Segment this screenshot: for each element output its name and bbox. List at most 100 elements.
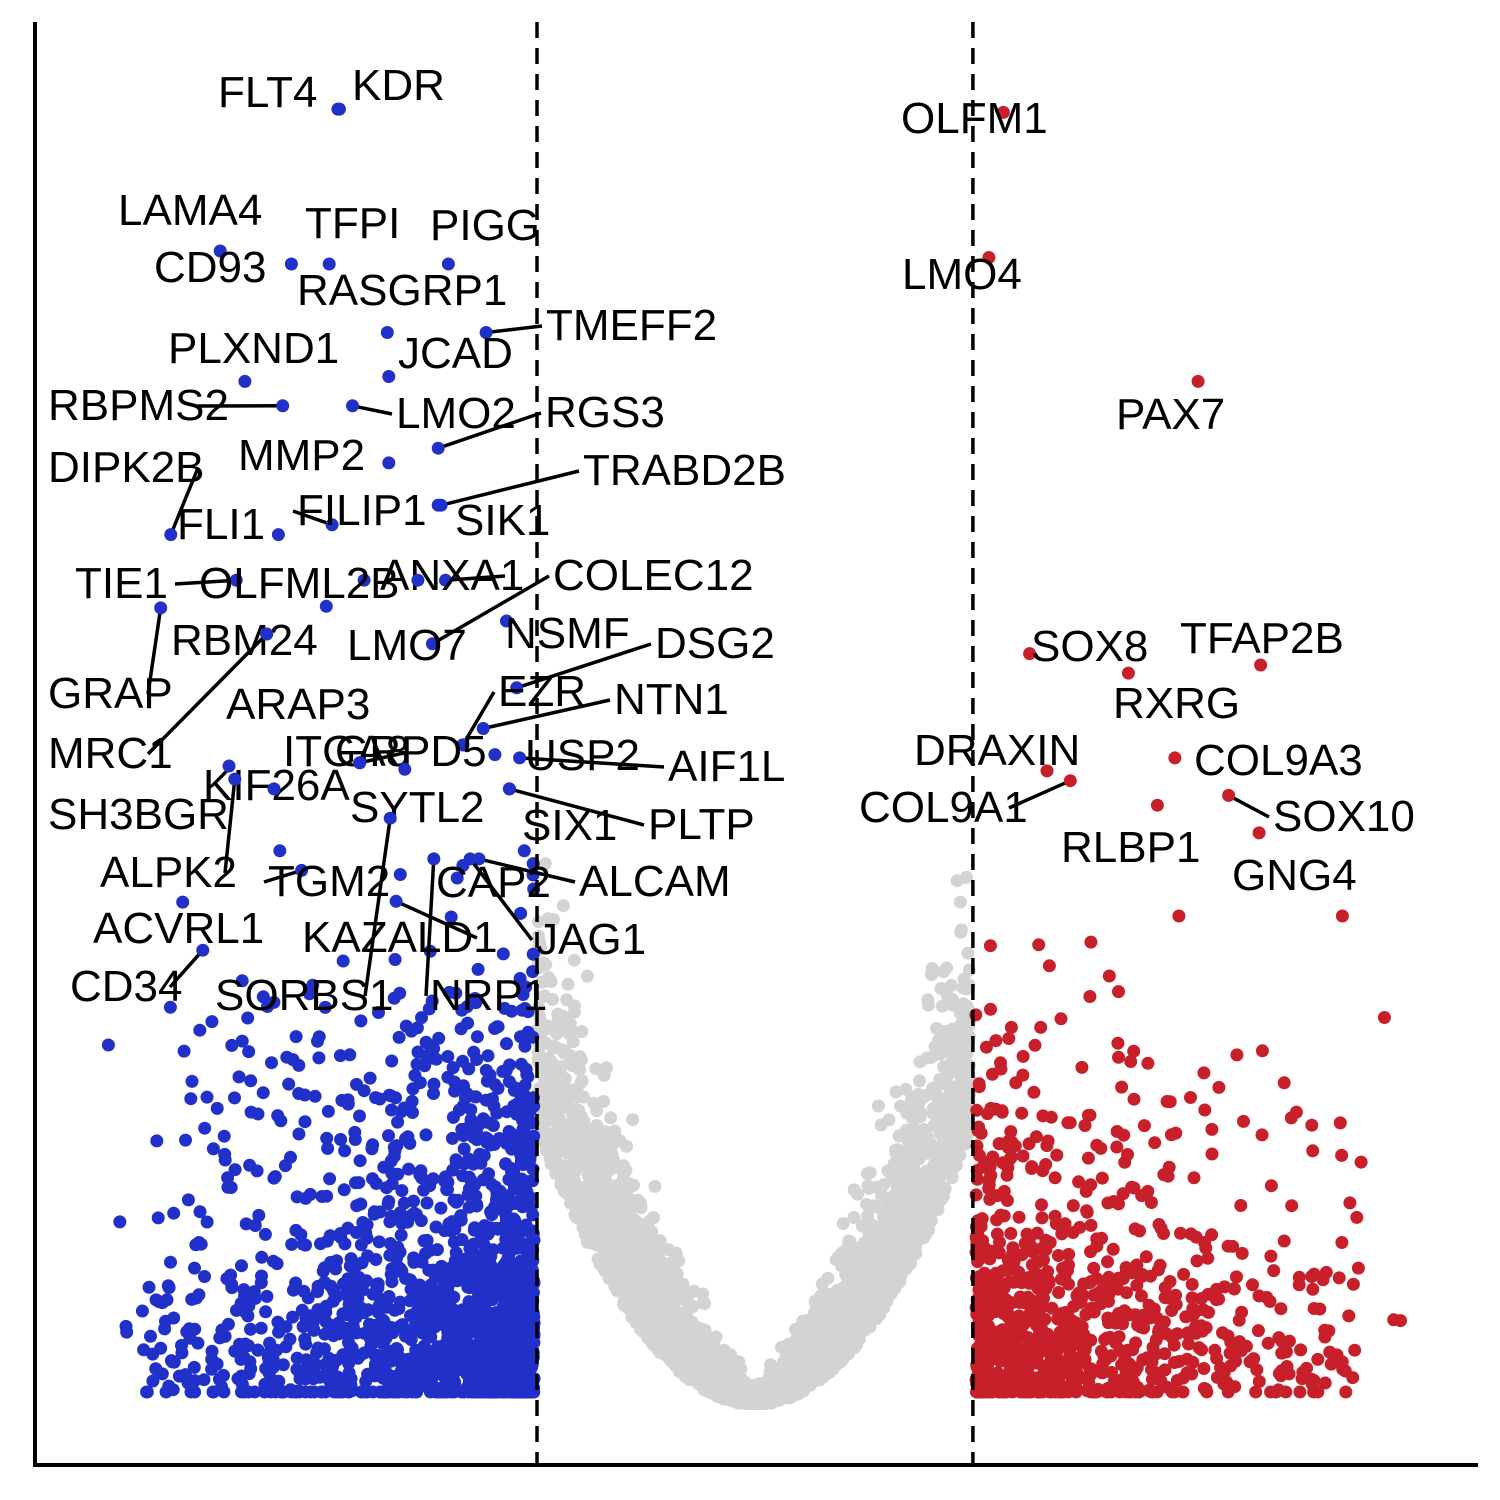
data-point bbox=[1075, 1060, 1089, 1074]
data-point bbox=[500, 1037, 513, 1051]
data-point bbox=[210, 1101, 224, 1115]
data-point bbox=[1277, 1076, 1291, 1090]
data-point bbox=[575, 1025, 589, 1038]
data-point bbox=[486, 1119, 500, 1132]
data-point bbox=[373, 1092, 387, 1106]
data-point bbox=[908, 1214, 922, 1228]
data-point bbox=[953, 1112, 967, 1126]
data-point bbox=[488, 1078, 502, 1092]
data-point bbox=[539, 1036, 553, 1050]
data-point bbox=[698, 1297, 712, 1310]
data-point bbox=[142, 1280, 156, 1294]
data-point bbox=[1035, 1198, 1048, 1212]
data-point bbox=[468, 1382, 482, 1396]
data-point bbox=[483, 1256, 497, 1270]
data-point bbox=[933, 1047, 947, 1061]
data-point bbox=[941, 1106, 955, 1120]
data-point bbox=[562, 1027, 576, 1040]
data-point bbox=[276, 1358, 290, 1372]
data-point bbox=[206, 1142, 220, 1156]
data-point bbox=[144, 1329, 157, 1343]
data-point bbox=[1110, 1140, 1124, 1154]
data-point bbox=[1260, 1290, 1274, 1304]
data-point bbox=[392, 1030, 406, 1044]
data-point bbox=[385, 1103, 398, 1117]
data-point bbox=[262, 1355, 276, 1368]
data-point bbox=[420, 1196, 434, 1210]
data-point bbox=[409, 1382, 423, 1396]
data-point bbox=[319, 1368, 332, 1381]
data-point bbox=[645, 1275, 659, 1289]
data-point bbox=[634, 1201, 648, 1215]
data-point bbox=[408, 1068, 422, 1082]
data-point bbox=[517, 1237, 531, 1251]
data-point bbox=[1209, 1293, 1223, 1307]
data-point bbox=[572, 1116, 586, 1130]
data-point bbox=[842, 1258, 856, 1272]
data-point bbox=[324, 1321, 338, 1335]
data-point bbox=[192, 1236, 206, 1249]
data-point bbox=[984, 1101, 998, 1115]
data-point bbox=[399, 1356, 413, 1370]
data-point bbox=[135, 1304, 149, 1318]
data-point bbox=[500, 1355, 514, 1368]
data-point bbox=[1012, 1210, 1026, 1224]
data-point bbox=[146, 1347, 160, 1361]
data-point bbox=[1016, 1149, 1030, 1163]
data-point bbox=[597, 1095, 610, 1108]
data-point bbox=[1201, 1251, 1215, 1265]
data-point bbox=[1264, 1179, 1278, 1193]
data-point bbox=[957, 1066, 971, 1080]
data-point bbox=[352, 1176, 366, 1190]
data-point bbox=[487, 1137, 501, 1151]
data-point bbox=[871, 1099, 885, 1113]
data-point bbox=[1004, 1020, 1018, 1034]
data-point bbox=[1052, 1286, 1066, 1299]
data-point bbox=[525, 1336, 539, 1350]
data-point bbox=[566, 1195, 579, 1209]
data-point bbox=[429, 1220, 443, 1234]
data-point bbox=[484, 1280, 497, 1294]
data-point bbox=[889, 1085, 903, 1099]
data-point bbox=[1354, 1155, 1368, 1169]
data-point bbox=[404, 1024, 418, 1038]
data-point bbox=[600, 1061, 613, 1075]
data-point bbox=[395, 1216, 409, 1230]
data-point bbox=[902, 1179, 916, 1193]
data-point bbox=[466, 1157, 480, 1171]
data-point bbox=[1306, 1282, 1320, 1296]
data-point bbox=[218, 1153, 232, 1167]
data-point bbox=[672, 1281, 686, 1295]
data-point bbox=[179, 1133, 192, 1147]
data-point bbox=[936, 1190, 950, 1203]
data-point bbox=[225, 1277, 239, 1291]
data-point bbox=[295, 1303, 309, 1317]
data-point bbox=[961, 946, 975, 960]
data-point bbox=[265, 1056, 278, 1070]
data-point bbox=[237, 1351, 251, 1365]
data-point bbox=[1164, 1128, 1178, 1142]
data-point bbox=[876, 1209, 890, 1223]
data-point bbox=[1148, 1136, 1162, 1150]
data-point bbox=[312, 1051, 326, 1065]
data-point bbox=[334, 1133, 348, 1146]
data-point bbox=[418, 1059, 432, 1073]
data-point bbox=[441, 1285, 455, 1299]
data-point bbox=[241, 1309, 255, 1323]
data-point bbox=[491, 1311, 505, 1325]
data-point bbox=[546, 912, 560, 926]
data-point bbox=[1084, 1178, 1098, 1192]
data-point bbox=[238, 1337, 252, 1351]
data-point bbox=[1084, 1218, 1098, 1232]
data-point bbox=[298, 1115, 312, 1129]
data-point bbox=[487, 1333, 501, 1346]
data-point bbox=[264, 1385, 277, 1399]
data-point bbox=[206, 1385, 220, 1399]
data-point bbox=[519, 1062, 533, 1076]
data-point bbox=[270, 1257, 284, 1271]
data-point bbox=[205, 1344, 219, 1358]
data-point bbox=[984, 1002, 997, 1016]
data-point bbox=[825, 1298, 839, 1312]
data-point bbox=[776, 1356, 790, 1370]
data-point bbox=[944, 978, 958, 992]
